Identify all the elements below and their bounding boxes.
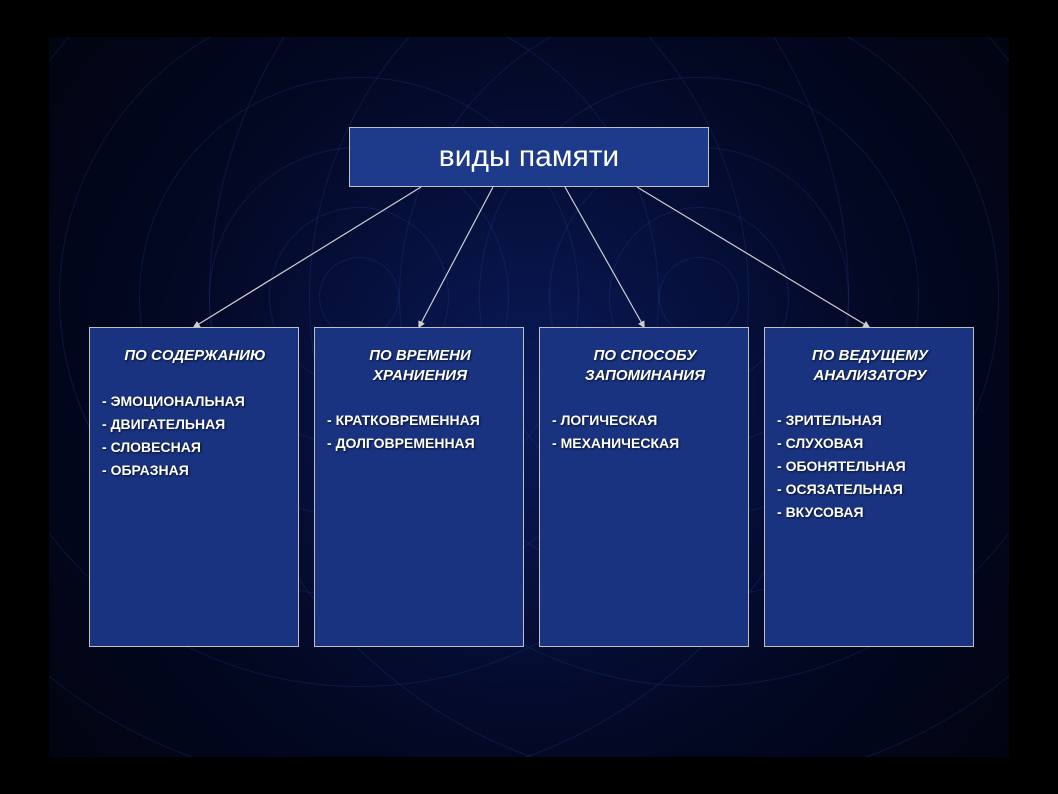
- child-item: КРАТКОВРЕМЕННАЯ: [327, 409, 513, 432]
- connector-line: [419, 187, 493, 327]
- child-title: ПО ВЕДУЩЕМУ АНАЛИЗАТОРУ: [777, 346, 963, 385]
- slide: виды памяти ПО СОДЕРЖАНИЮ ЭМОЦИОНАЛЬНАЯДВ…: [49, 37, 1009, 757]
- child-node-1: ПО ВРЕМЕНИ ХРАНИЕНИЯ КРАТКОВРЕМЕННАЯДОЛГО…: [314, 327, 524, 647]
- child-items: ЭМОЦИОНАЛЬНАЯДВИГАТЕЛЬНАЯСЛОВЕСНАЯОБРАЗН…: [102, 390, 288, 482]
- child-item: ОСЯЗАТЕЛЬНАЯ: [777, 478, 963, 501]
- child-items: ЛОГИЧЕСКАЯМЕХАНИЧЕСКАЯ: [552, 409, 738, 455]
- child-item: ВКУСОВАЯ: [777, 501, 963, 524]
- child-node-2: ПО СПОСОБУ ЗАПОМИНАНИЯ ЛОГИЧЕСКАЯМЕХАНИЧЕ…: [539, 327, 749, 647]
- root-title: виды памяти: [439, 140, 619, 174]
- child-item: СЛУХОВАЯ: [777, 432, 963, 455]
- child-title: ПО СПОСОБУ ЗАПОМИНАНИЯ: [552, 346, 738, 385]
- child-item: МЕХАНИЧЕСКАЯ: [552, 432, 738, 455]
- connector-line: [194, 187, 421, 327]
- child-item: ДВИГАТЕЛЬНАЯ: [102, 413, 288, 436]
- child-items: ЗРИТЕЛЬНАЯСЛУХОВАЯОБОНЯТЕЛЬНАЯОСЯЗАТЕЛЬН…: [777, 409, 963, 524]
- child-items: КРАТКОВРЕМЕННАЯДОЛГОВРЕМЕННАЯ: [327, 409, 513, 455]
- child-item: ЗРИТЕЛЬНАЯ: [777, 409, 963, 432]
- child-item: ДОЛГОВРЕМЕННАЯ: [327, 432, 513, 455]
- connector-line: [565, 187, 644, 327]
- child-title: ПО ВРЕМЕНИ ХРАНИЕНИЯ: [327, 346, 513, 385]
- child-item: ЛОГИЧЕСКАЯ: [552, 409, 738, 432]
- child-title: ПО СОДЕРЖАНИЮ: [102, 346, 288, 366]
- root-node: виды памяти: [349, 127, 709, 187]
- ripple-circle: [659, 257, 739, 337]
- connector-line: [637, 187, 869, 327]
- child-node-3: ПО ВЕДУЩЕМУ АНАЛИЗАТОРУ ЗРИТЕЛЬНАЯСЛУХОВА…: [764, 327, 974, 647]
- child-item: ОБОНЯТЕЛЬНАЯ: [777, 455, 963, 478]
- child-item: ЭМОЦИОНАЛЬНАЯ: [102, 390, 288, 413]
- child-node-0: ПО СОДЕРЖАНИЮ ЭМОЦИОНАЛЬНАЯДВИГАТЕЛЬНАЯСЛ…: [89, 327, 299, 647]
- child-item: СЛОВЕСНАЯ: [102, 436, 288, 459]
- child-item: ОБРАЗНАЯ: [102, 459, 288, 482]
- ripple-circle: [319, 257, 399, 337]
